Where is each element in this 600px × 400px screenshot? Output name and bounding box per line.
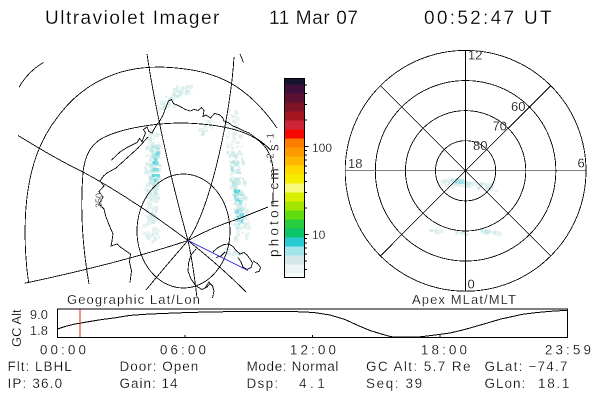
svg-text:4.1: 4.1 [299,376,328,391]
svg-text:s: s [267,144,282,151]
svg-text:6: 6 [578,156,585,171]
svg-text:18: 18 [348,156,362,171]
svg-text:23:59: 23:59 [545,343,594,358]
svg-text:Apex MLat/MLT: Apex MLat/MLT [412,292,517,307]
svg-text:06:00: 06:00 [160,343,209,358]
svg-text:80: 80 [473,138,487,153]
svg-text:9.0: 9.0 [30,307,48,322]
svg-text:Gain: 14: Gain: 14 [120,376,179,391]
svg-text:Mode: Normal: Mode: Normal [247,359,340,374]
svg-text:GC Alt: 5.7 Re: GC Alt: 5.7 Re [366,359,472,374]
svg-text:18:00: 18:00 [421,343,470,358]
svg-text:0: 0 [468,277,475,292]
svg-text:IP: 36.0: IP: 36.0 [8,376,64,391]
svg-text:00:00: 00:00 [40,343,89,358]
svg-text:-2: -2 [266,152,277,163]
svg-text:Door: Open: Door: Open [120,359,200,374]
svg-text:00:52:47 UT: 00:52:47 UT [424,8,554,29]
svg-text:GLon:: GLon: [485,376,527,391]
svg-text:18.1: 18.1 [538,376,571,391]
svg-text:Geographic Lat/Lon: Geographic Lat/Lon [67,292,201,307]
svg-text:Seq: 39: Seq: 39 [366,376,424,391]
svg-text:10: 10 [312,228,326,242]
svg-text:Ultraviolet Imager: Ultraviolet Imager [45,8,221,29]
svg-text:60: 60 [511,99,525,114]
svg-text:Dsp:: Dsp: [247,376,280,391]
svg-text:photon cm: photon cm [267,165,282,257]
svg-text:-1: -1 [266,132,277,143]
svg-text:70: 70 [493,119,507,134]
svg-text:12:00: 12:00 [290,343,339,358]
svg-text:100: 100 [312,141,332,155]
svg-text:Flt: LBHL: Flt: LBHL [8,359,73,374]
svg-text:12: 12 [468,48,482,63]
svg-text:350: 350 [94,193,104,208]
svg-text:GLat: −74.7: GLat: −74.7 [485,359,569,374]
svg-text:GC Alt: GC Alt [9,309,24,347]
svg-text:1.8: 1.8 [30,323,48,338]
svg-text:11 Mar 07: 11 Mar 07 [269,8,359,29]
